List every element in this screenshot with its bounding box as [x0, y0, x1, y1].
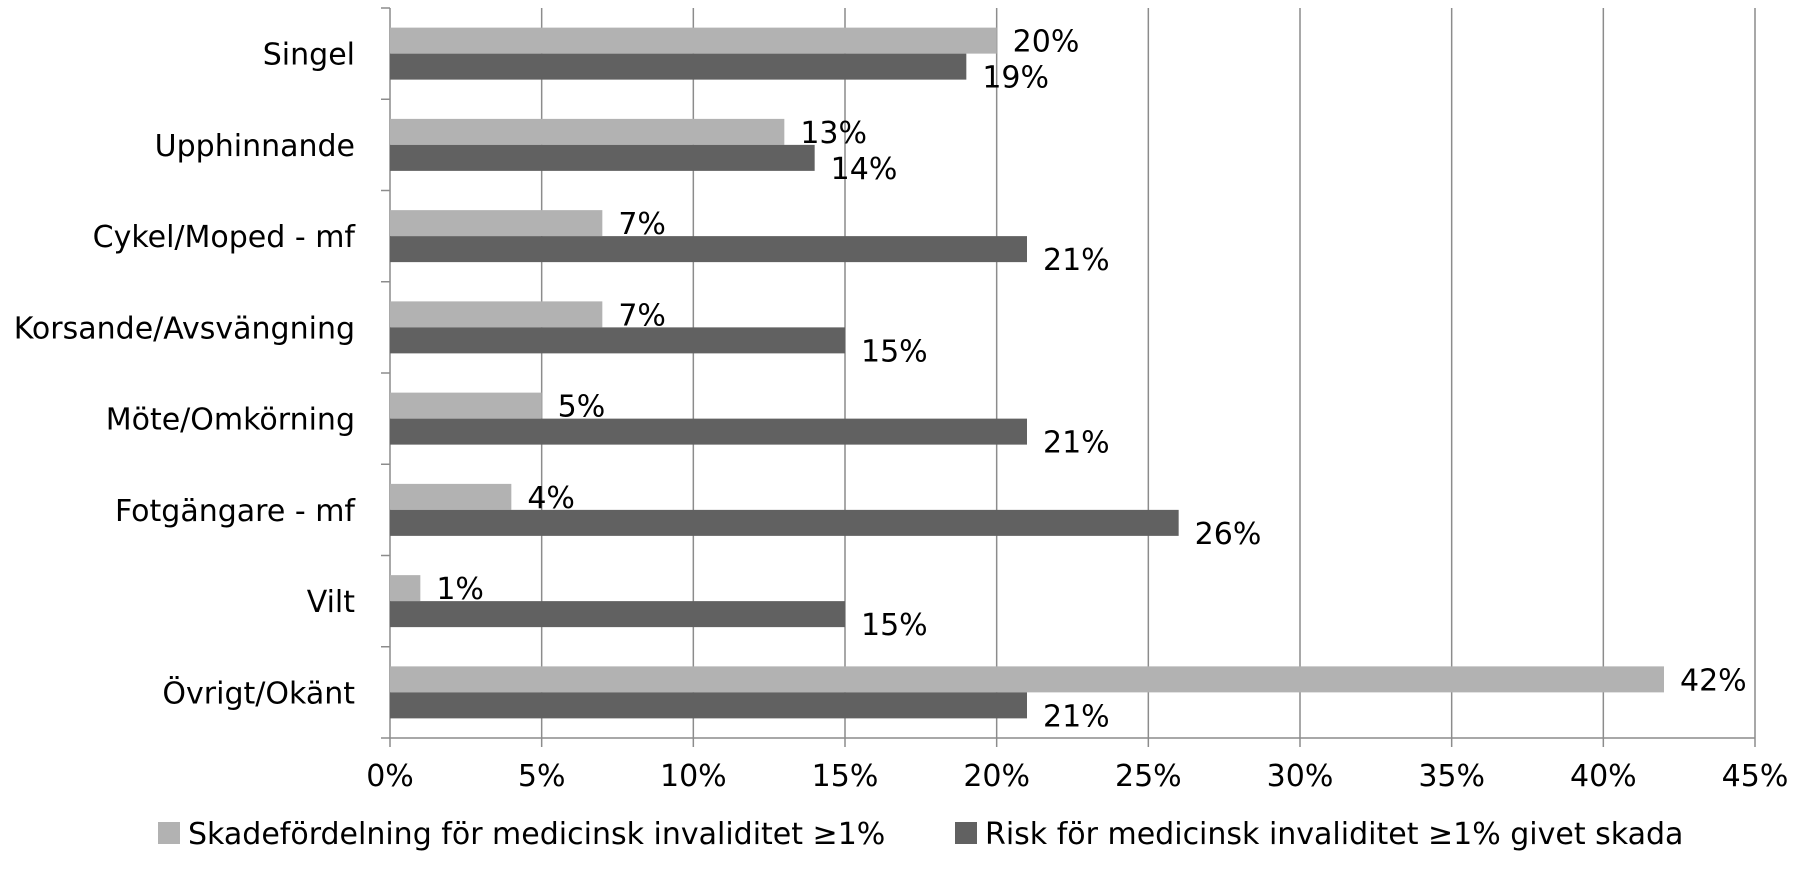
- data-label-series-1: 20%: [1013, 25, 1080, 60]
- bar-series-2: [390, 53, 967, 80]
- bar-series-1: [390, 666, 1664, 693]
- category-label: Möte/Omkörning: [106, 403, 355, 438]
- data-label-series-2: 14%: [831, 152, 898, 187]
- data-label-series-1: 7%: [618, 207, 666, 242]
- axes: [381, 7, 1756, 747]
- legend-label-series-2: Risk för medicinsk invaliditet ≥1% givet…: [985, 817, 1683, 852]
- bar-series-1: [390, 392, 542, 419]
- bar-series-2: [390, 144, 815, 171]
- data-label-series-1: 5%: [558, 390, 606, 425]
- category-label: Fotgängare - mf: [115, 494, 356, 529]
- legend: Skadefördelning för medicinsk invalidite…: [158, 817, 1683, 852]
- data-label-series-2: 26%: [1195, 517, 1262, 552]
- legend-swatch-series-2: [955, 822, 977, 844]
- data-label-series-2: 19%: [982, 61, 1049, 96]
- data-label-series-2: 15%: [861, 608, 928, 643]
- bar-series-2: [390, 601, 845, 628]
- category-labels: Singel Upphinnande Cykel/Moped - mf Korsand…: [14, 38, 357, 712]
- bar-series-1: [390, 210, 603, 237]
- category-label: Övrigt/Okänt: [162, 675, 355, 711]
- x-tick-label-7: 35%: [1418, 759, 1485, 794]
- bars: [390, 27, 1664, 719]
- bar-series-1: [390, 118, 785, 145]
- bar-series-2: [390, 418, 1027, 445]
- x-tick-label-2: 10%: [660, 759, 727, 794]
- data-label-series-1: 13%: [800, 116, 867, 151]
- data-label-series-1: 1%: [436, 572, 484, 607]
- data-label-series-1: 4%: [527, 481, 575, 516]
- bar-series-2: [390, 327, 845, 354]
- x-tick-label-9: 45%: [1722, 759, 1789, 794]
- x-tick-label-0: 0%: [366, 759, 414, 794]
- bar-series-1: [390, 27, 997, 54]
- category-label: Vilt: [307, 585, 356, 620]
- category-label: Korsande/Avsvängning: [14, 311, 355, 346]
- bar-series-1: [390, 301, 603, 328]
- category-label: Upphinnande: [155, 129, 355, 164]
- x-tick-label-6: 30%: [1267, 759, 1334, 794]
- tick-labels: 0% 5% 10% 15% 20% 25% 30% 35% 40% 45%: [366, 759, 1788, 794]
- legend-label-series-1: Skadefördelning för medicinsk invalidite…: [188, 817, 885, 852]
- x-tick-label-4: 20%: [963, 759, 1030, 794]
- data-label-series-1: 7%: [618, 298, 666, 333]
- gridlines: [540, 8, 1756, 738]
- category-label: Cykel/Moped - mf: [93, 220, 357, 255]
- bar-series-1: [390, 483, 512, 510]
- bar-series-1: [390, 575, 421, 602]
- data-labels: 20%19% 13%14% 7% 21% 7% 15% 5% 21% 4% 26% 1% 15% 42%…: [436, 25, 1746, 735]
- data-label-series-2: 21%: [1043, 426, 1110, 461]
- data-label-series-1: 42%: [1680, 663, 1747, 698]
- x-tick-label-3: 15%: [812, 759, 879, 794]
- legend-swatch-series-1: [158, 822, 180, 844]
- x-tick-label-1: 5%: [518, 759, 566, 794]
- x-tick-label-8: 40%: [1570, 759, 1637, 794]
- category-label: Singel: [263, 38, 355, 73]
- data-label-series-2: 21%: [1043, 699, 1110, 734]
- data-label-series-2: 15%: [861, 334, 928, 369]
- bar-series-2: [390, 692, 1027, 719]
- data-label-series-2: 21%: [1043, 243, 1110, 278]
- x-tick-label-5: 25%: [1115, 759, 1182, 794]
- bar-series-2: [390, 236, 1027, 263]
- bar-series-2: [390, 509, 1179, 536]
